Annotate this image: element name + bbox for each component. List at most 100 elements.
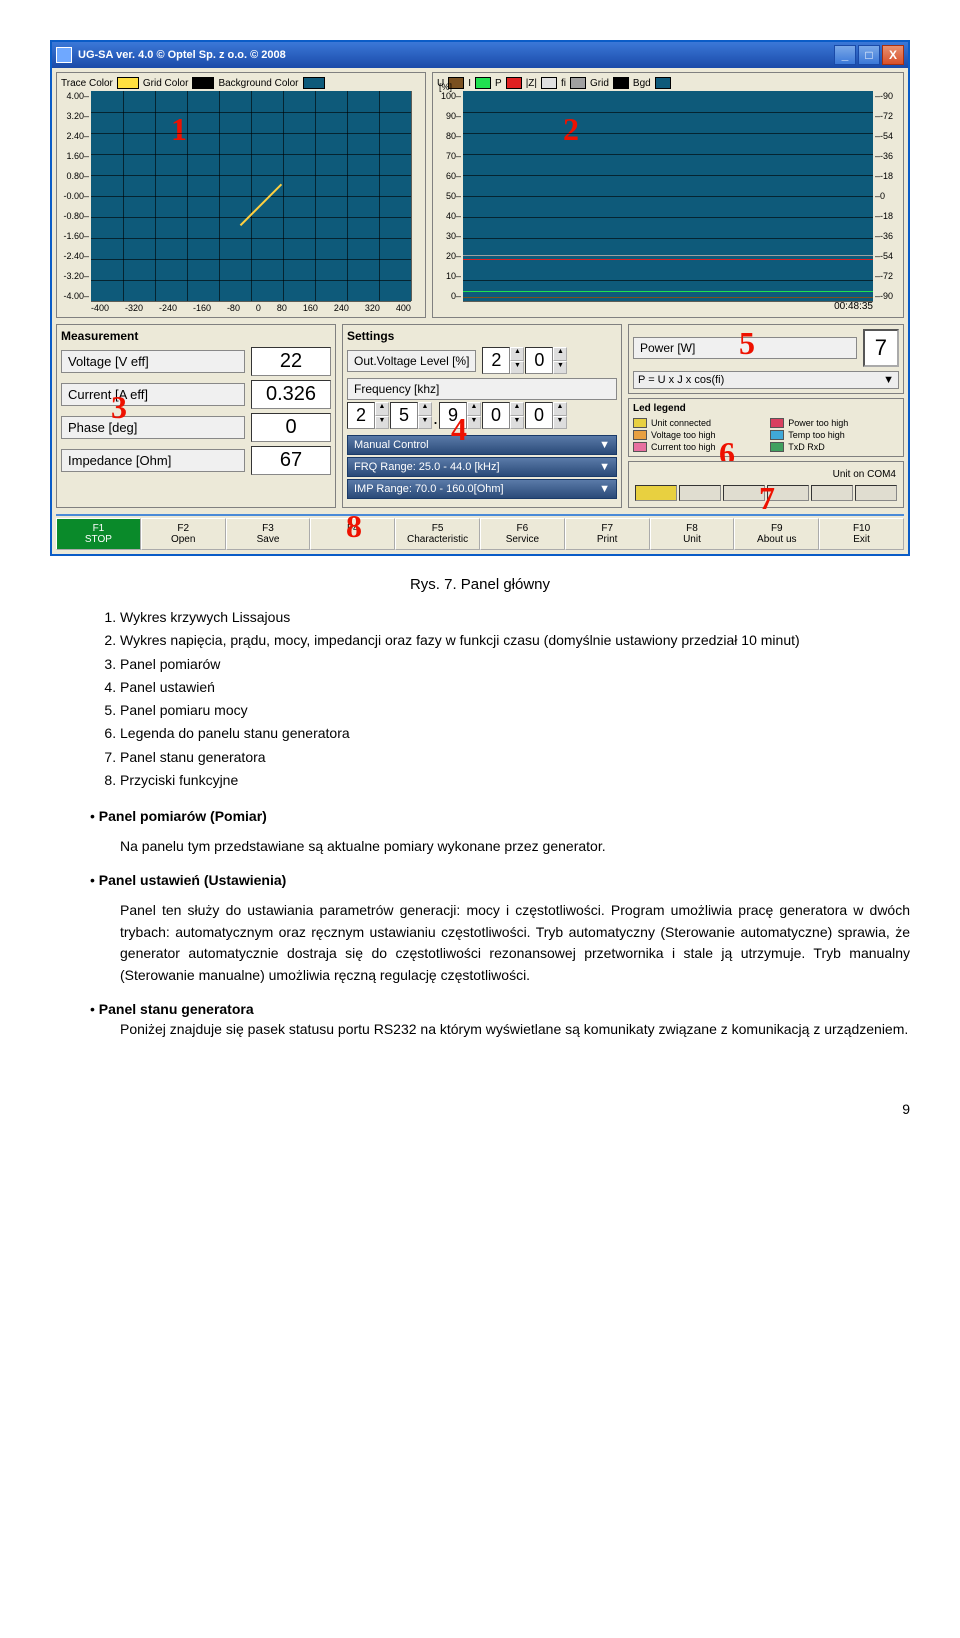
figure-caption: Rys. 7. Panel główny	[50, 576, 910, 593]
legend-label: |Z|	[526, 78, 537, 89]
measurement-label: Voltage [V eff]	[61, 350, 245, 373]
section-body: Panel ten służy do ustawiania parametrów…	[120, 900, 910, 987]
color-chip[interactable]	[192, 77, 214, 89]
section-body: Na panelu tym przedstawiane są aktualne …	[120, 836, 910, 858]
legend-label: fi	[561, 78, 566, 89]
led-legend-panel: Led legend Unit connected Power too high V…	[628, 398, 904, 457]
marker-3: 3	[111, 389, 127, 426]
app-icon	[56, 47, 72, 63]
frequency-label: Frequency [khz]	[347, 378, 617, 400]
color-chip[interactable]	[570, 77, 586, 89]
fkey-f3[interactable]: F3Save	[226, 518, 311, 550]
window-title: UG-SA ver. 4.0 © Optel Sp. z o.o. © 2008	[78, 49, 286, 61]
lissajous-chart: Trace ColorGrid ColorBackground Color 4.…	[56, 72, 426, 318]
timeseries-chart: UIP|Z|fiGridBgd 100–90–80–70–60–50–40–30…	[432, 72, 904, 318]
mode-dropdown[interactable]: Manual Control▼	[347, 435, 617, 455]
section-body: Poniżej znajduje się pasek statusu portu…	[120, 1019, 910, 1041]
power-value: 7	[863, 329, 899, 367]
marker-1: 1	[171, 111, 187, 148]
status-panel: Unit on COM4 7	[628, 461, 904, 508]
measurement-value: 0	[251, 413, 331, 442]
led-label: TxD RxD	[788, 442, 899, 452]
led-indicator	[770, 442, 784, 452]
marker-2: 2	[563, 111, 579, 148]
digit-spinner[interactable]: 0▲▼	[482, 402, 524, 429]
legend-label: Background Color	[218, 78, 298, 89]
color-chip[interactable]	[541, 77, 557, 89]
y-unit: [%]	[439, 82, 452, 92]
out-voltage-label: Out.Voltage Level [%]	[347, 350, 476, 372]
measurement-value: 0.326	[251, 380, 331, 409]
timestamp: 00:48:35	[834, 301, 901, 312]
measurement-panel: Measurement Voltage [V eff] 22 Current [A …	[56, 324, 336, 508]
legend-label: Grid Color	[143, 78, 189, 89]
list-item: Panel ustawień	[120, 677, 910, 697]
marker-7: 7	[759, 480, 775, 517]
fkey-f1[interactable]: F1STOP	[56, 518, 141, 550]
minimize-button[interactable]: _	[834, 45, 856, 65]
digit-spinner[interactable]: 5▲▼	[390, 402, 432, 429]
list-item: Panel pomiarów	[120, 654, 910, 674]
legend-label: Grid	[590, 78, 609, 89]
led-label: Voltage too high	[651, 430, 766, 440]
fkey-f10[interactable]: F10Exit	[819, 518, 904, 550]
maximize-button[interactable]: □	[858, 45, 880, 65]
mode-dropdown[interactable]: FRQ Range: 25.0 - 44.0 [kHz]▼	[347, 457, 617, 477]
fkey-f8[interactable]: F8Unit	[650, 518, 735, 550]
power-panel: Power [W] 7 P = U x J x cos(fi)▼ 5	[628, 324, 904, 394]
color-chip[interactable]	[655, 77, 671, 89]
color-chip[interactable]	[303, 77, 325, 89]
page-number: 9	[50, 1101, 910, 1117]
measurement-label: Current [A eff]	[61, 383, 245, 406]
section: • Panel pomiarów (Pomiar)	[90, 808, 910, 824]
measurement-value: 22	[251, 347, 331, 376]
measurement-label: Impedance [Ohm]	[61, 449, 245, 472]
digit-spinner[interactable]: 2▲▼	[482, 347, 524, 374]
led-indicator	[633, 442, 647, 452]
legend-label: I	[468, 78, 471, 89]
marker-4: 4	[451, 411, 467, 448]
marker-5: 5	[739, 325, 755, 362]
close-button[interactable]: X	[882, 45, 904, 65]
list-item: Wykres napięcia, prądu, mocy, impedancji…	[120, 630, 910, 650]
fkey-f6[interactable]: F6Service	[480, 518, 565, 550]
led-indicator	[770, 418, 784, 428]
titlebar: UG-SA ver. 4.0 © Optel Sp. z o.o. © 2008…	[52, 42, 908, 68]
color-chip[interactable]	[613, 77, 629, 89]
measurement-label: Phase [deg]	[61, 416, 245, 439]
legend-list: Wykres krzywych Lissajous Wykres napięcia…	[120, 607, 910, 790]
list-item: Panel pomiaru mocy	[120, 700, 910, 720]
digit-spinner[interactable]: 0▲▼	[525, 402, 567, 429]
settings-title: Settings	[347, 329, 617, 343]
digit-spinner[interactable]: 0▲▼	[525, 347, 567, 374]
section: • Panel ustawień (Ustawienia)	[90, 872, 910, 888]
list-item: Wykres krzywych Lissajous	[120, 607, 910, 627]
fkey-f5[interactable]: F5Characteristic	[395, 518, 480, 550]
led-legend-title: Led legend	[633, 403, 899, 414]
fkey-f2[interactable]: F2Open	[141, 518, 226, 550]
color-chip[interactable]	[475, 77, 491, 89]
legend-label: P	[495, 78, 502, 89]
led-indicator	[770, 430, 784, 440]
digit-spinner[interactable]: 2▲▼	[347, 402, 389, 429]
marker-8: 8	[346, 508, 362, 545]
color-chip[interactable]	[117, 77, 139, 89]
fkey-f9[interactable]: F9About us	[734, 518, 819, 550]
list-item: Panel stanu generatora	[120, 747, 910, 767]
mode-dropdown[interactable]: IMP Range: 70.0 - 160.0[Ohm]▼	[347, 479, 617, 499]
color-chip[interactable]	[506, 77, 522, 89]
fkey-f7[interactable]: F7Print	[565, 518, 650, 550]
settings-panel: Settings Out.Voltage Level [%] 2▲▼0▲▼ Fr…	[342, 324, 622, 508]
led-label: Power too high	[788, 418, 899, 428]
measurement-value: 67	[251, 446, 331, 475]
led-label: Unit connected	[651, 418, 766, 428]
led-indicator	[633, 430, 647, 440]
legend-label: Bgd	[633, 78, 651, 89]
measurement-title: Measurement	[61, 329, 331, 343]
power-formula[interactable]: P = U x J x cos(fi)▼	[633, 371, 899, 389]
section: • Panel stanu generatora	[90, 1001, 910, 1017]
led-indicator	[633, 418, 647, 428]
led-label: Current too high	[651, 442, 766, 452]
list-item: Legenda do panelu stanu generatora	[120, 723, 910, 743]
list-item: Przyciski funkcyjne	[120, 770, 910, 790]
